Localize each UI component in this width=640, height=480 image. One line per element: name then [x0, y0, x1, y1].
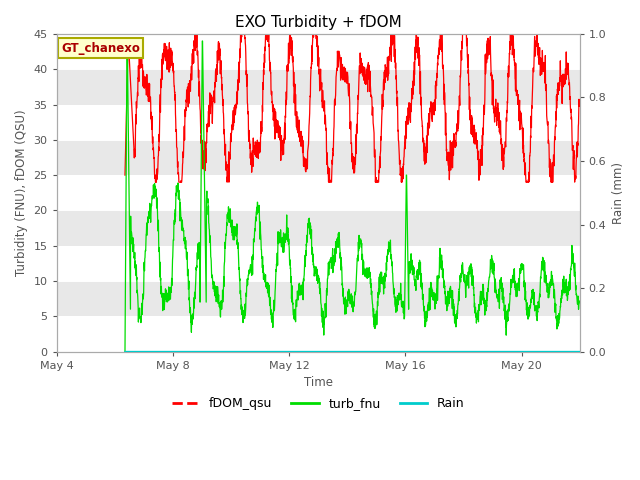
Legend: fDOM_qsu, turb_fnu, Rain: fDOM_qsu, turb_fnu, Rain — [166, 392, 470, 415]
Bar — [57, 69, 580, 105]
Bar — [57, 281, 580, 316]
Bar — [57, 140, 580, 175]
Y-axis label: Turbidity (FNU), fDOM (QSU): Turbidity (FNU), fDOM (QSU) — [15, 109, 28, 276]
Title: EXO Turbidity + fDOM: EXO Turbidity + fDOM — [235, 15, 401, 30]
Y-axis label: Rain (mm): Rain (mm) — [612, 162, 625, 224]
X-axis label: Time: Time — [304, 376, 333, 389]
Bar — [57, 210, 580, 246]
Text: GT_chanexo: GT_chanexo — [61, 42, 140, 55]
